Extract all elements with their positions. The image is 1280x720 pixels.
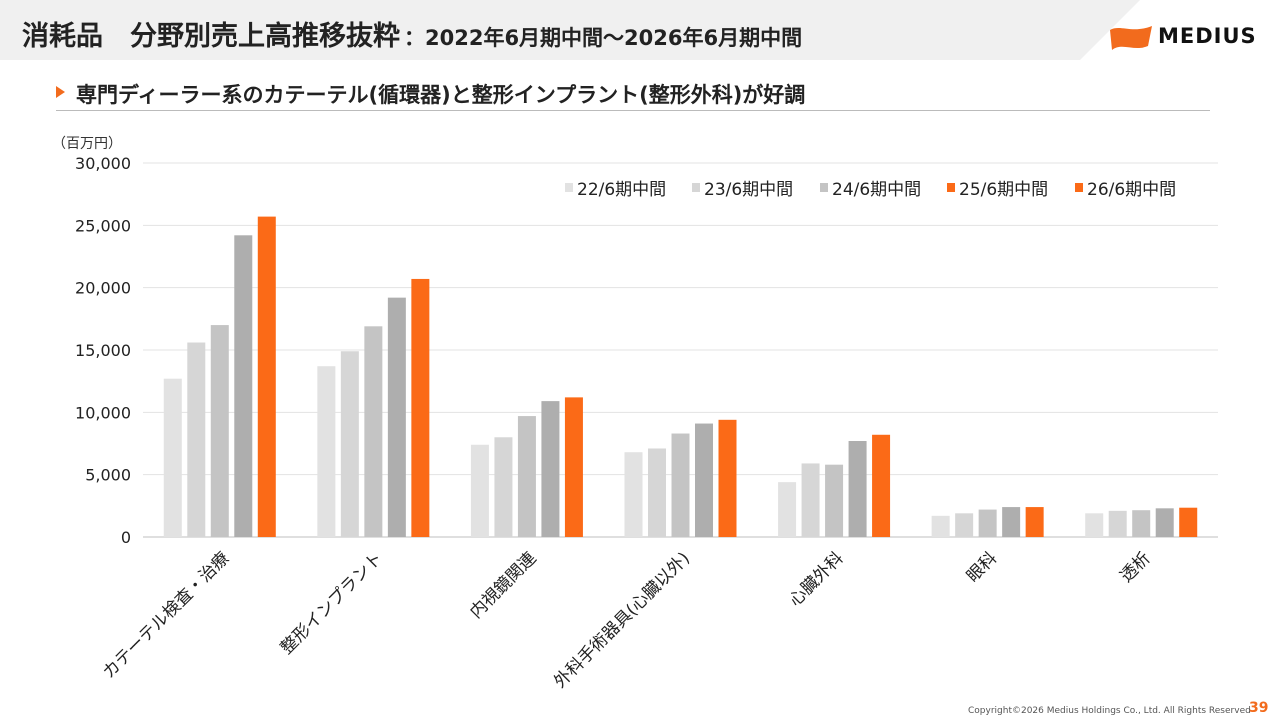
bar-5-5 xyxy=(872,434,891,537)
logo-text: MEDIUS xyxy=(1158,24,1257,48)
bar-4-1 xyxy=(624,452,643,537)
bar-1-3 xyxy=(210,325,229,537)
bar-3-1 xyxy=(470,444,489,537)
bar-2-2 xyxy=(340,351,359,537)
bar-4-2 xyxy=(648,448,666,537)
legend-label: 23/6期中間 xyxy=(704,180,793,200)
y-axis-unit-label: （百万円） xyxy=(52,136,122,152)
bar-3-4 xyxy=(541,401,560,537)
bar-4-3 xyxy=(671,433,690,537)
legend-marker xyxy=(820,183,828,192)
bar-5-3 xyxy=(825,464,844,537)
subheading: 専門ディーラー系のカテーテル(循環器)と整形インプラント(整形外科)が好調 xyxy=(76,83,806,107)
bar-7-2 xyxy=(1108,510,1127,537)
bar-6-2 xyxy=(955,513,974,537)
bar-7-4 xyxy=(1155,508,1174,537)
category-label: 心臓外科 xyxy=(785,548,847,610)
subheading-divider xyxy=(56,110,1210,111)
bar-4-4 xyxy=(695,423,713,537)
bar-2-1 xyxy=(317,366,336,537)
bar-6-5 xyxy=(1025,507,1044,537)
bar-6-1 xyxy=(931,515,950,537)
y-tick-label: 25,000 xyxy=(75,216,131,235)
legend-marker xyxy=(565,183,573,192)
bar-6-3 xyxy=(978,509,997,537)
bar-4-5 xyxy=(718,419,737,537)
legend-label: 22/6期中間 xyxy=(577,180,666,200)
category-label: 整形インプラント xyxy=(277,548,387,658)
bar-1-5 xyxy=(257,216,276,537)
bar-5-1 xyxy=(778,482,797,537)
bullet-arrow-icon xyxy=(56,86,65,98)
legend-label: 24/6期中間 xyxy=(832,180,921,200)
header-band xyxy=(0,0,1280,60)
bar-5-2 xyxy=(801,463,820,537)
bar-3-2 xyxy=(494,437,513,537)
y-tick-label: 20,000 xyxy=(75,279,131,298)
category-label: 外科手術器具(心臓以外) xyxy=(550,548,694,692)
medius-logo: MEDIUS xyxy=(1108,20,1258,54)
y-tick-label: 0 xyxy=(121,528,131,547)
y-tick-label: 15,000 xyxy=(75,341,131,360)
bar-1-2 xyxy=(187,342,206,537)
bar-7-1 xyxy=(1085,513,1104,537)
legend-label: 26/6期中間 xyxy=(1087,180,1176,200)
bar-2-3 xyxy=(364,326,383,537)
category-label: 眼科 xyxy=(963,548,1001,586)
category-label: 内視鏡関連 xyxy=(466,548,540,622)
page-title: 消耗品 分野別売上高推移抜粋 ：2022年6月期中間～2026年6月期中間 xyxy=(22,14,802,53)
category-label: 透析 xyxy=(1117,548,1155,586)
legend-marker xyxy=(692,183,700,192)
legend-marker xyxy=(1075,183,1083,192)
page-number: 39 xyxy=(1249,700,1269,716)
bar-5-4 xyxy=(848,441,867,537)
header-band-shape xyxy=(0,0,1140,60)
bar-7-5 xyxy=(1179,507,1198,537)
bar-3-3 xyxy=(517,416,536,537)
y-tick-label: 10,000 xyxy=(75,403,131,422)
y-tick-label: 30,000 xyxy=(75,154,131,173)
bar-7-3 xyxy=(1132,510,1151,537)
bar-1-4 xyxy=(234,235,253,537)
legend-label: 25/6期中間 xyxy=(959,180,1048,200)
copyright-text: Copyright©2026 Medius Holdings Co., Ltd.… xyxy=(968,706,1251,716)
bar-2-4 xyxy=(387,297,406,537)
bar-3-5 xyxy=(564,397,583,537)
bar-6-4 xyxy=(1002,507,1021,537)
page-title-period: ：2022年6月期中間～2026年6月期中間 xyxy=(404,26,803,50)
logo-flag-icon xyxy=(1110,26,1152,50)
bar-2-5 xyxy=(411,278,430,537)
category-label: カテーテル検査・治療 xyxy=(99,548,233,682)
bar-1-1 xyxy=(163,378,182,537)
y-tick-label: 5,000 xyxy=(85,466,131,485)
legend-marker xyxy=(947,183,955,192)
page-title-main: 消耗品 分野別売上高推移抜粋 xyxy=(22,21,400,52)
